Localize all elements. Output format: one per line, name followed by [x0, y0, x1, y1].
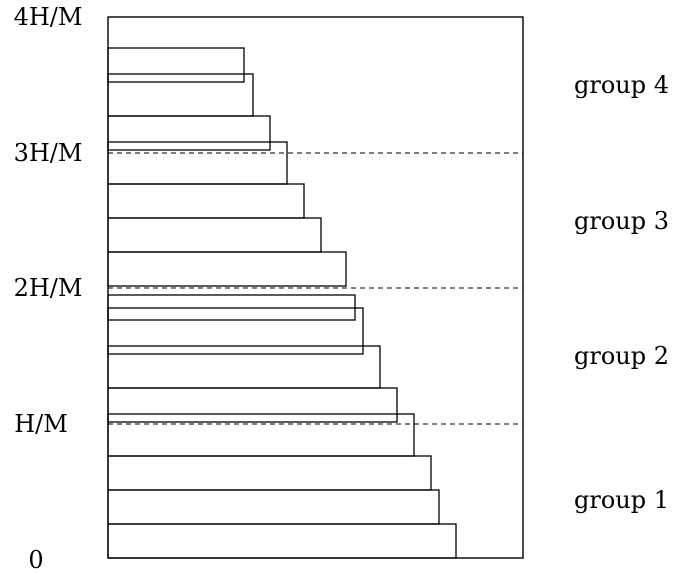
stacked-bars — [107, 47, 457, 559]
y-label-h2: 2H/M — [14, 274, 83, 302]
stack-bar — [107, 251, 347, 287]
y-label-0: 0 — [28, 546, 43, 574]
stack-bar — [107, 294, 356, 321]
stack-bar — [107, 387, 398, 423]
stack-bar — [107, 523, 457, 559]
stack-bar — [107, 73, 254, 117]
group-label-1: group 1 — [574, 486, 669, 514]
stack-bar — [107, 455, 432, 491]
stack-bar — [107, 307, 364, 355]
stack-bar — [107, 141, 288, 185]
y-label-h4: 4H/M — [14, 3, 83, 31]
group-label-3: group 3 — [574, 207, 669, 235]
stack-bar — [107, 345, 381, 389]
stack-bar — [107, 47, 245, 83]
group-label-4: group 4 — [574, 71, 669, 99]
stack-bar — [107, 489, 440, 525]
stack-bar — [107, 183, 305, 219]
stack-bar — [107, 115, 271, 151]
y-label-h3: 3H/M — [14, 139, 83, 167]
stack-bar — [107, 413, 415, 457]
stack-bar — [107, 217, 322, 253]
y-label-h1: H/M — [14, 410, 68, 438]
group-label-2: group 2 — [574, 342, 669, 370]
